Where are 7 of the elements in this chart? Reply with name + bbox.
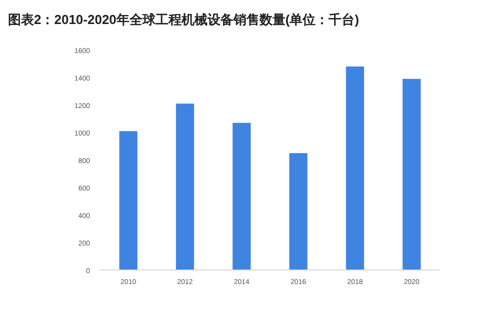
bar: [232, 122, 251, 270]
bar: [289, 153, 308, 270]
chart-title: 图表2：2010-2020年全球工程机械设备销售数量(单位：千台): [8, 12, 360, 27]
bar: [402, 78, 421, 270]
bar: [119, 131, 138, 270]
bar: [176, 104, 194, 270]
bar: [346, 66, 364, 270]
